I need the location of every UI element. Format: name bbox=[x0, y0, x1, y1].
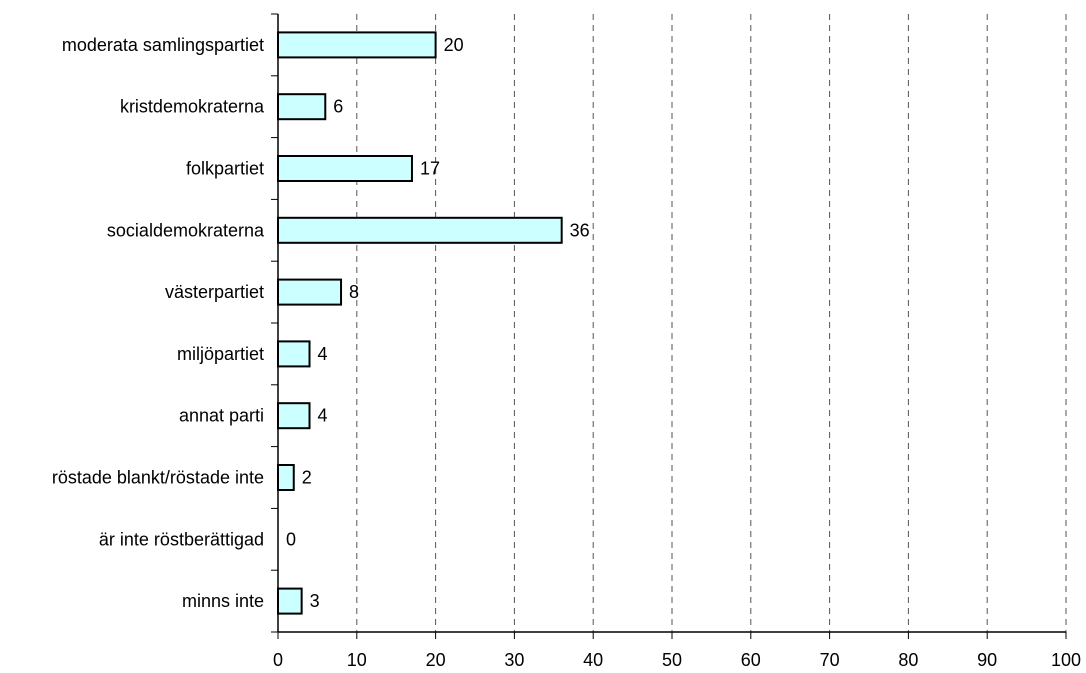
value-label: 0 bbox=[286, 529, 296, 549]
category-label: socialdemokraterna bbox=[107, 220, 265, 240]
value-label: 17 bbox=[420, 159, 440, 179]
x-tick-label: 90 bbox=[977, 650, 997, 670]
value-label: 8 bbox=[349, 282, 359, 302]
x-tick-label: 20 bbox=[426, 650, 446, 670]
category-label: miljöpartiet bbox=[177, 344, 264, 364]
x-tick-label: 40 bbox=[583, 650, 603, 670]
bar bbox=[277, 93, 327, 121]
value-label: 36 bbox=[570, 220, 590, 240]
bar bbox=[277, 31, 437, 59]
bar bbox=[277, 464, 295, 491]
category-label: moderata samlingspartiet bbox=[62, 35, 264, 55]
category-label: folkpartiet bbox=[186, 159, 264, 179]
category-label: annat parti bbox=[179, 406, 264, 426]
x-tick-label: 80 bbox=[898, 650, 918, 670]
axes bbox=[271, 13, 1067, 639]
grid-lines bbox=[356, 14, 1067, 632]
x-tick-label: 70 bbox=[820, 650, 840, 670]
bar bbox=[277, 155, 413, 182]
bar bbox=[277, 340, 311, 368]
x-tick-label: 10 bbox=[347, 650, 367, 670]
x-tick-label: 30 bbox=[504, 650, 524, 670]
bar bbox=[277, 216, 563, 244]
x-tick-label: 50 bbox=[662, 650, 682, 670]
category-label: minns inte bbox=[182, 591, 264, 611]
value-label: 20 bbox=[444, 35, 464, 55]
value-label: 3 bbox=[310, 591, 320, 611]
value-label: 4 bbox=[318, 344, 328, 364]
x-tick-label: 60 bbox=[741, 650, 761, 670]
x-tick-label: 0 bbox=[273, 650, 283, 670]
value-label: 2 bbox=[302, 468, 312, 488]
category-label: västerpartiet bbox=[165, 282, 264, 302]
bar bbox=[277, 278, 343, 306]
bar bbox=[277, 587, 303, 615]
bar bbox=[277, 402, 311, 430]
value-label: 6 bbox=[333, 97, 343, 117]
category-label: röstade blankt/röstade inte bbox=[52, 468, 264, 488]
value-label: 4 bbox=[318, 406, 328, 426]
category-label: är inte röstberättigad bbox=[99, 529, 264, 549]
bars bbox=[277, 31, 563, 615]
x-tick-label: 100 bbox=[1051, 650, 1081, 670]
category-label: kristdemokraterna bbox=[120, 97, 265, 117]
